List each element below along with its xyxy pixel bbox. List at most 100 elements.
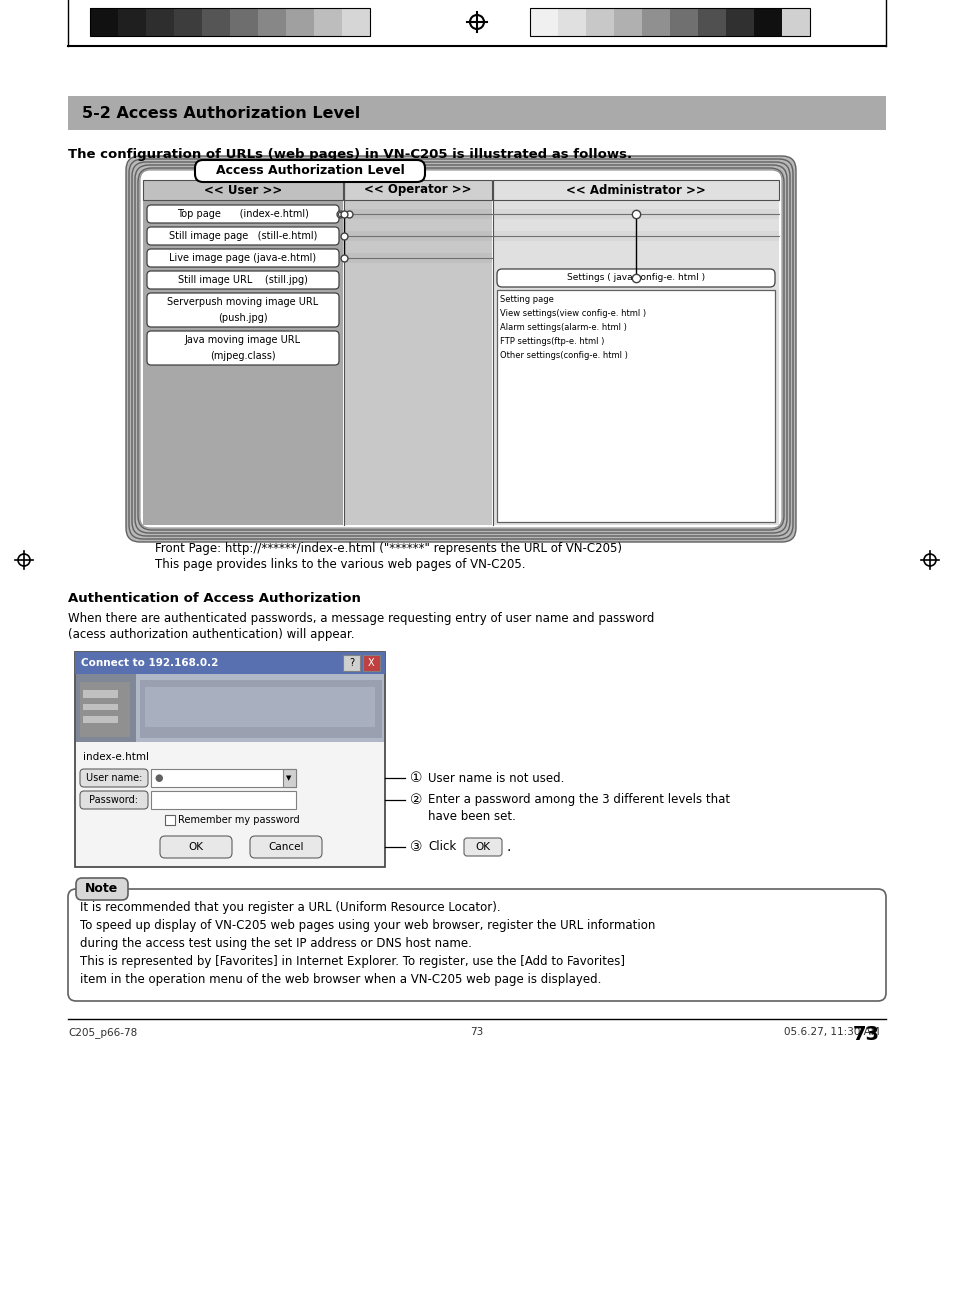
- FancyBboxPatch shape: [147, 205, 338, 223]
- Bar: [146, 8, 173, 36]
- Bar: [344, 208, 492, 219]
- Text: (mjpeg.class): (mjpeg.class): [210, 351, 275, 361]
- Text: X: X: [368, 658, 375, 668]
- Text: When there are authenticated passwords, a message requesting entry of user name : When there are authenticated passwords, …: [68, 613, 654, 625]
- Bar: [530, 8, 558, 36]
- Text: It is recommended that you register a URL (Uniform Resource Locator).: It is recommended that you register a UR…: [80, 901, 500, 914]
- Bar: [83, 690, 118, 698]
- Text: during the access test using the set IP address or DNS host name.: during the access test using the set IP …: [80, 938, 472, 951]
- FancyBboxPatch shape: [129, 159, 792, 539]
- Text: ①: ①: [410, 771, 422, 785]
- Bar: [202, 8, 230, 36]
- Bar: [83, 716, 118, 723]
- FancyBboxPatch shape: [80, 791, 148, 809]
- Bar: [725, 8, 753, 36]
- Bar: [493, 201, 779, 524]
- Bar: [497, 290, 774, 522]
- Text: ?: ?: [349, 658, 354, 668]
- Bar: [76, 673, 136, 742]
- Text: Enter a password among the 3 different levels that: Enter a password among the 3 different l…: [428, 794, 729, 807]
- Bar: [75, 651, 385, 673]
- Text: have been set.: have been set.: [428, 809, 516, 822]
- Bar: [781, 8, 809, 36]
- Text: Live image page (java-e.html): Live image page (java-e.html): [170, 253, 316, 263]
- Text: (acess authorization authentication) will appear.: (acess authorization authentication) wil…: [68, 628, 355, 641]
- Bar: [344, 231, 492, 241]
- Bar: [118, 8, 146, 36]
- Text: Setting page: Setting page: [499, 295, 554, 304]
- Bar: [493, 231, 779, 241]
- FancyBboxPatch shape: [160, 837, 232, 859]
- Text: Front Page: http://******/index-e.html ("******" represents the URL of VN-C205): Front Page: http://******/index-e.html (…: [154, 543, 621, 556]
- FancyBboxPatch shape: [147, 293, 338, 328]
- Text: Java moving image URL: Java moving image URL: [185, 335, 301, 344]
- Bar: [614, 8, 641, 36]
- Bar: [558, 8, 585, 36]
- Text: Click: Click: [428, 840, 456, 853]
- Bar: [143, 201, 343, 524]
- Text: item in the operation menu of the web browser when a VN-C205 web page is display: item in the operation menu of the web br…: [80, 973, 600, 985]
- Bar: [145, 688, 375, 726]
- Text: Serverpush moving image URL: Serverpush moving image URL: [167, 297, 318, 307]
- FancyBboxPatch shape: [135, 164, 786, 534]
- Text: The configuration of URLs (web pages) in VN-C205 is illustrated as follows.: The configuration of URLs (web pages) in…: [68, 148, 632, 161]
- Text: Connect to 192.168.0.2: Connect to 192.168.0.2: [81, 658, 218, 668]
- Text: Note: Note: [85, 882, 118, 896]
- Bar: [530, 8, 809, 36]
- FancyBboxPatch shape: [463, 838, 501, 856]
- Text: 05.6.27, 11:30 AM: 05.6.27, 11:30 AM: [783, 1027, 879, 1037]
- Bar: [753, 8, 781, 36]
- Bar: [283, 769, 295, 787]
- Text: ●: ●: [154, 773, 163, 783]
- Bar: [83, 704, 118, 710]
- Text: To speed up display of VN-C205 web pages using your web browser, register the UR: To speed up display of VN-C205 web pages…: [80, 919, 655, 932]
- Text: Authentication of Access Authorization: Authentication of Access Authorization: [68, 592, 360, 605]
- Bar: [698, 8, 725, 36]
- Bar: [90, 8, 370, 36]
- Text: OK: OK: [475, 842, 490, 852]
- FancyBboxPatch shape: [497, 269, 774, 287]
- Text: 73: 73: [852, 1026, 879, 1044]
- Text: 73: 73: [470, 1027, 483, 1037]
- Text: Access Authorization Level: Access Authorization Level: [215, 164, 404, 177]
- Text: Other settings(config-e. html ): Other settings(config-e. html ): [499, 351, 627, 360]
- Text: index-e.html: index-e.html: [83, 752, 149, 761]
- Text: Top page      (index-e.html): Top page (index-e.html): [177, 208, 309, 219]
- Text: ③: ③: [410, 840, 422, 853]
- FancyBboxPatch shape: [147, 227, 338, 245]
- Bar: [493, 208, 779, 219]
- Bar: [314, 8, 341, 36]
- Text: .: .: [506, 840, 511, 853]
- Text: << Operator >>: << Operator >>: [364, 184, 471, 197]
- FancyBboxPatch shape: [138, 168, 783, 530]
- Bar: [257, 8, 286, 36]
- Bar: [80, 682, 130, 737]
- Text: Still image URL    (still.jpg): Still image URL (still.jpg): [178, 275, 308, 285]
- Bar: [493, 180, 779, 199]
- Text: Remember my password: Remember my password: [178, 815, 299, 825]
- Bar: [585, 8, 614, 36]
- Bar: [669, 8, 698, 36]
- Text: FTP settings(ftp-e. html ): FTP settings(ftp-e. html ): [499, 337, 604, 346]
- Bar: [641, 8, 669, 36]
- Bar: [140, 680, 381, 738]
- Text: This is represented by [Favorites] in Internet Explorer. To register, use the [A: This is represented by [Favorites] in In…: [80, 954, 624, 967]
- Bar: [286, 8, 314, 36]
- FancyBboxPatch shape: [76, 878, 128, 900]
- Text: User name is not used.: User name is not used.: [428, 772, 564, 785]
- FancyBboxPatch shape: [132, 162, 789, 536]
- FancyBboxPatch shape: [140, 170, 781, 528]
- Bar: [344, 180, 492, 199]
- Text: ▼: ▼: [286, 774, 292, 781]
- FancyBboxPatch shape: [80, 769, 148, 787]
- Text: Alarm settings(alarm-e. html ): Alarm settings(alarm-e. html ): [499, 322, 626, 332]
- Text: C205_p66-78: C205_p66-78: [68, 1027, 137, 1037]
- FancyBboxPatch shape: [68, 888, 885, 1001]
- Text: View settings(view config-e. html ): View settings(view config-e. html ): [499, 310, 645, 319]
- Bar: [363, 655, 379, 671]
- Text: Password:: Password:: [90, 795, 138, 805]
- Bar: [151, 791, 295, 809]
- Text: << User >>: << User >>: [204, 184, 282, 197]
- Bar: [344, 201, 492, 524]
- Text: 5-2 Access Authorization Level: 5-2 Access Authorization Level: [82, 105, 360, 120]
